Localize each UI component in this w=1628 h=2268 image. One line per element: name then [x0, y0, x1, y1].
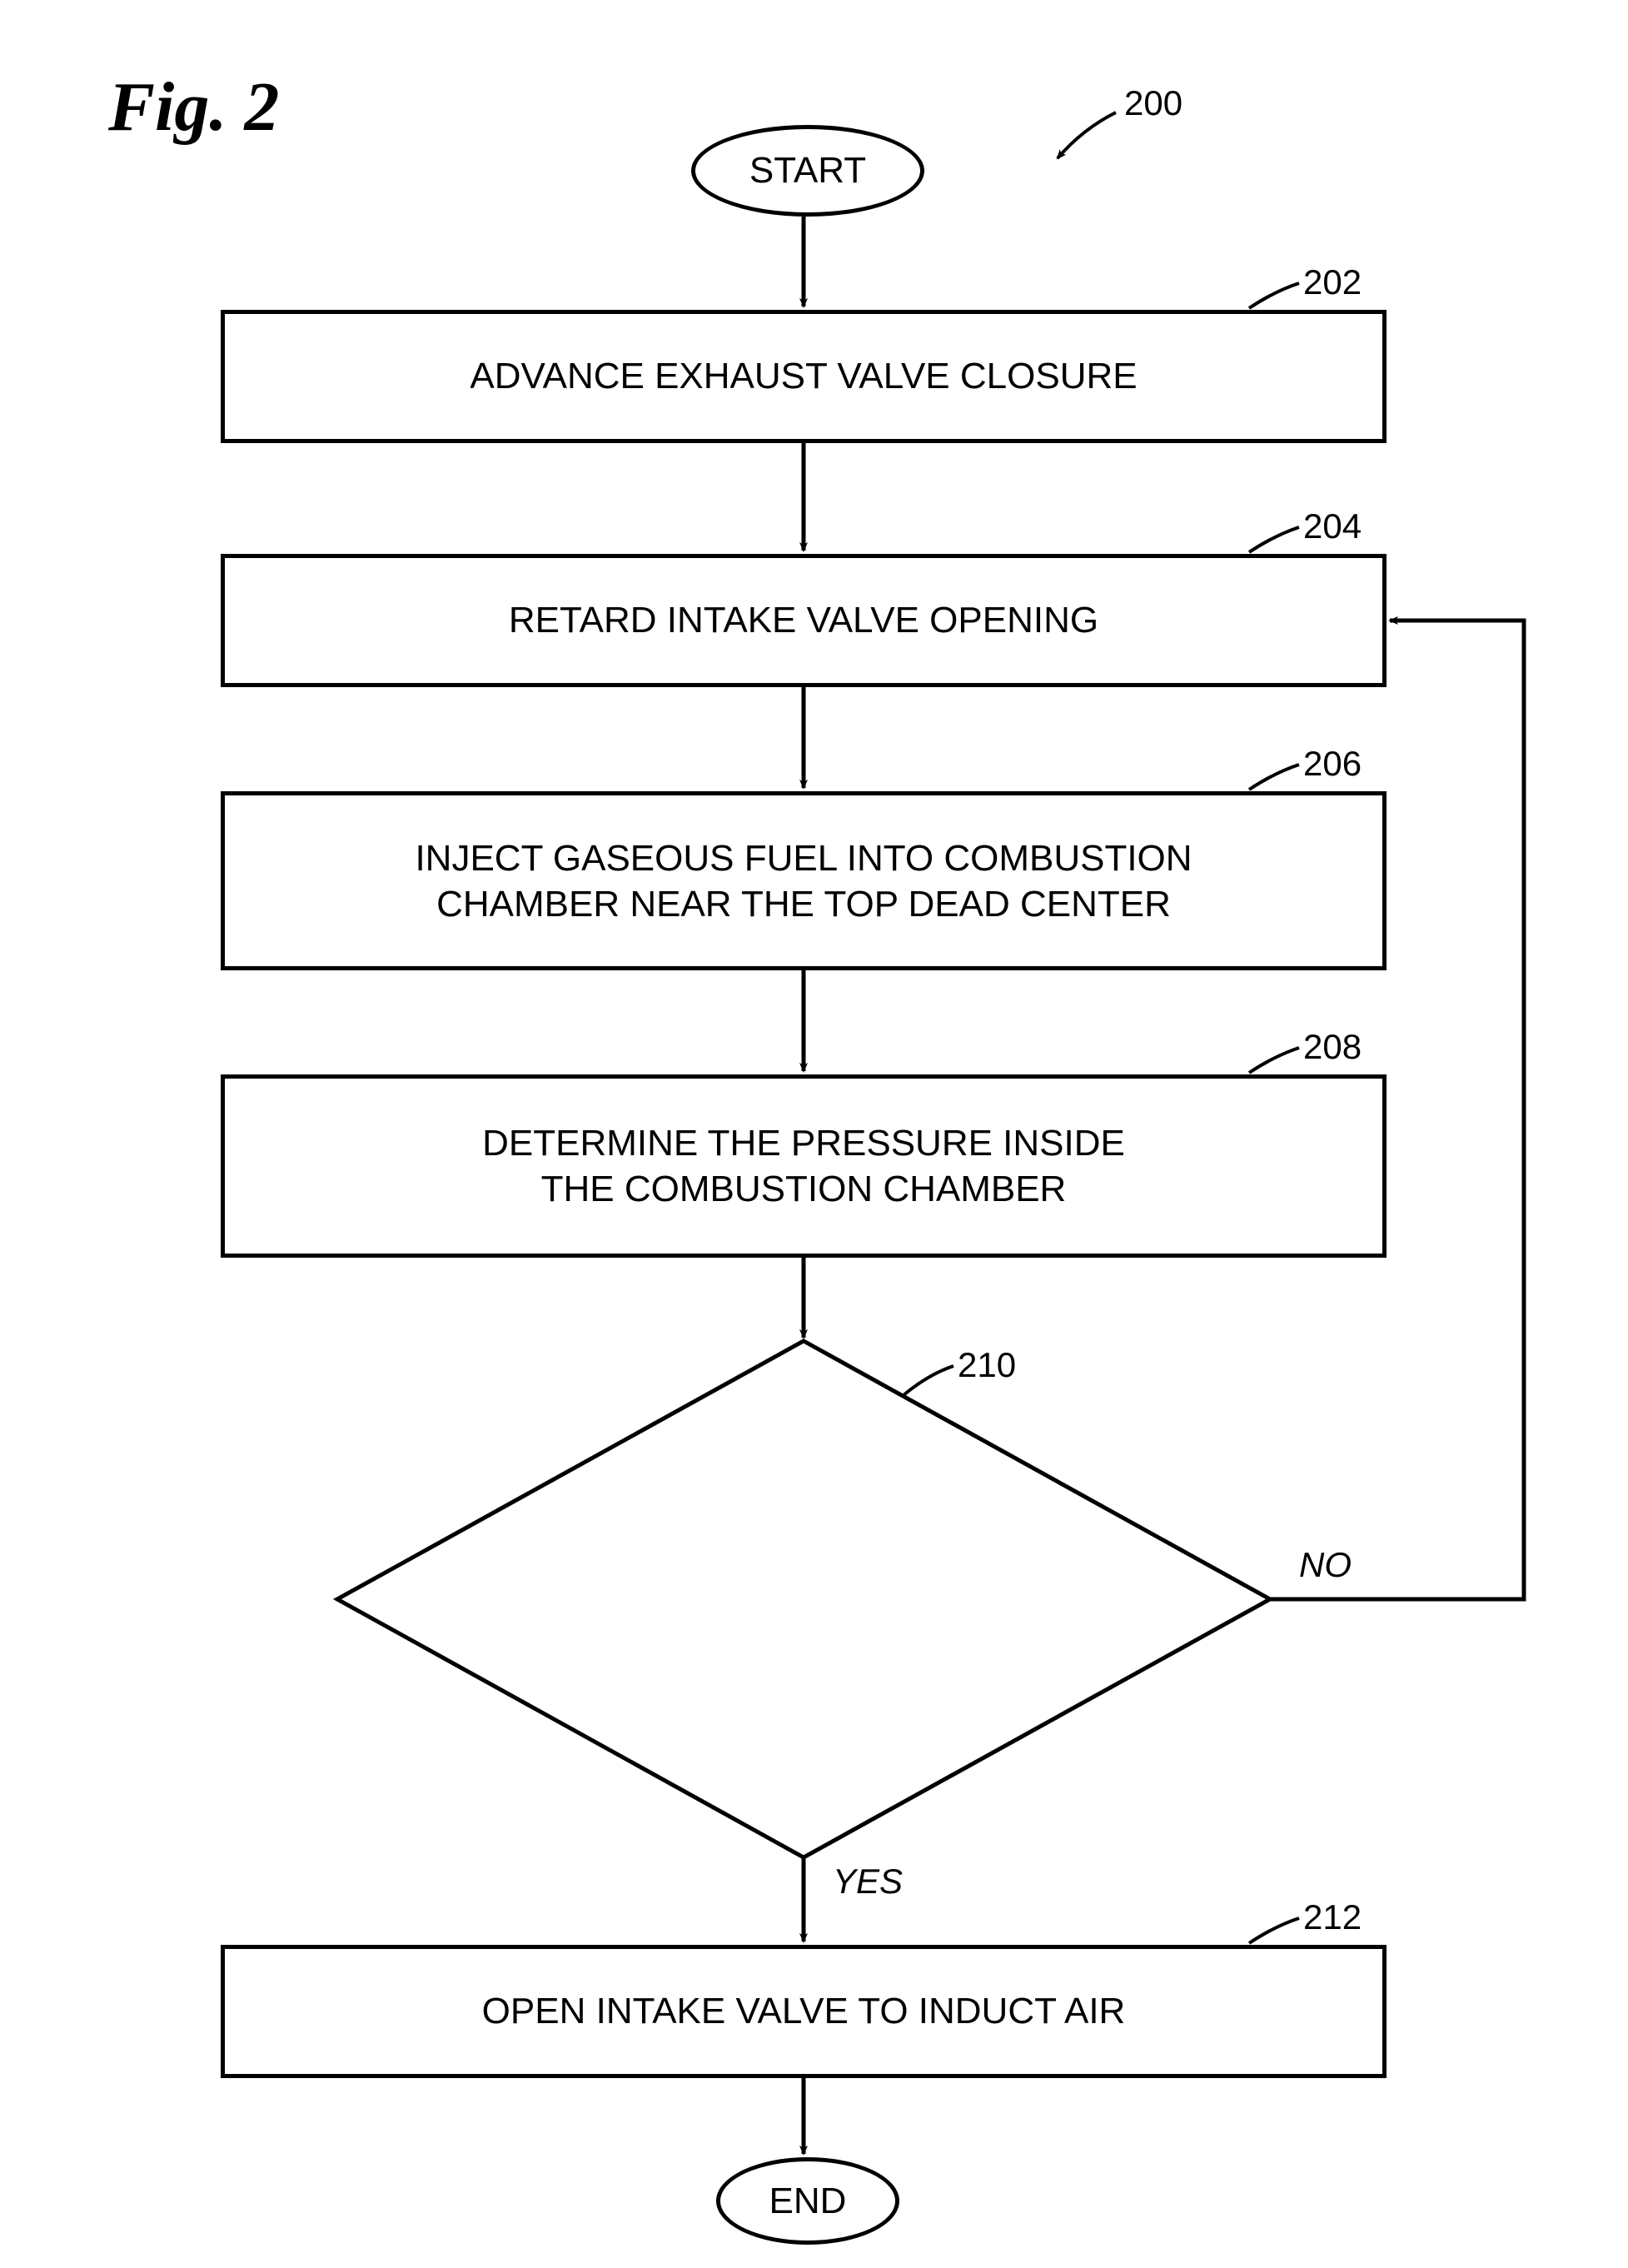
yes-label: YES [833, 1862, 903, 1902]
ref-200: 200 [1124, 83, 1182, 123]
ref-210: 210 [958, 1345, 1016, 1385]
decision-210-label: IS THE PRESSURE INSIDE THE COMBUSTION CH… [474, 1468, 1133, 1732]
start-node: START [691, 125, 924, 217]
figure-label: Fig. 2 [108, 67, 279, 147]
process-212-label: OPEN INTAKE VALVE TO INDUCT AIR [482, 1991, 1126, 2032]
ref-202: 202 [1303, 262, 1362, 302]
ref-206: 206 [1303, 744, 1362, 784]
decision-210-text: IS THE PRESSURE INSIDE THE COMBUSTION CH… [337, 1341, 1270, 1857]
end-node: END [716, 2157, 899, 2245]
decision-210: IS THE PRESSURE INSIDE THE COMBUSTION CH… [337, 1341, 1270, 1857]
page: Fig. 2 200 START ADVANCE EXHAUST VALVE C… [0, 0, 1628, 2268]
start-label: START [749, 150, 866, 192]
no-label: NO [1299, 1545, 1352, 1585]
process-204-label: RETARD INTAKE VALVE OPENING [509, 600, 1098, 641]
process-208-label: DETERMINE THE PRESSURE INSIDE THE COMBUS… [482, 1120, 1125, 1212]
process-206: INJECT GASEOUS FUEL INTO COMBUSTION CHAM… [221, 791, 1387, 970]
end-label: END [769, 2181, 847, 2222]
process-202: ADVANCE EXHAUST VALVE CLOSURE [221, 310, 1387, 443]
ref-208: 208 [1303, 1027, 1362, 1067]
ref-212: 212 [1303, 1897, 1362, 1937]
process-212: OPEN INTAKE VALVE TO INDUCT AIR [221, 1945, 1387, 2078]
process-208: DETERMINE THE PRESSURE INSIDE THE COMBUS… [221, 1074, 1387, 1258]
process-206-label: INJECT GASEOUS FUEL INTO COMBUSTION CHAM… [415, 835, 1192, 927]
ref-204: 204 [1303, 506, 1362, 546]
process-202-label: ADVANCE EXHAUST VALVE CLOSURE [470, 356, 1137, 397]
process-204: RETARD INTAKE VALVE OPENING [221, 554, 1387, 687]
